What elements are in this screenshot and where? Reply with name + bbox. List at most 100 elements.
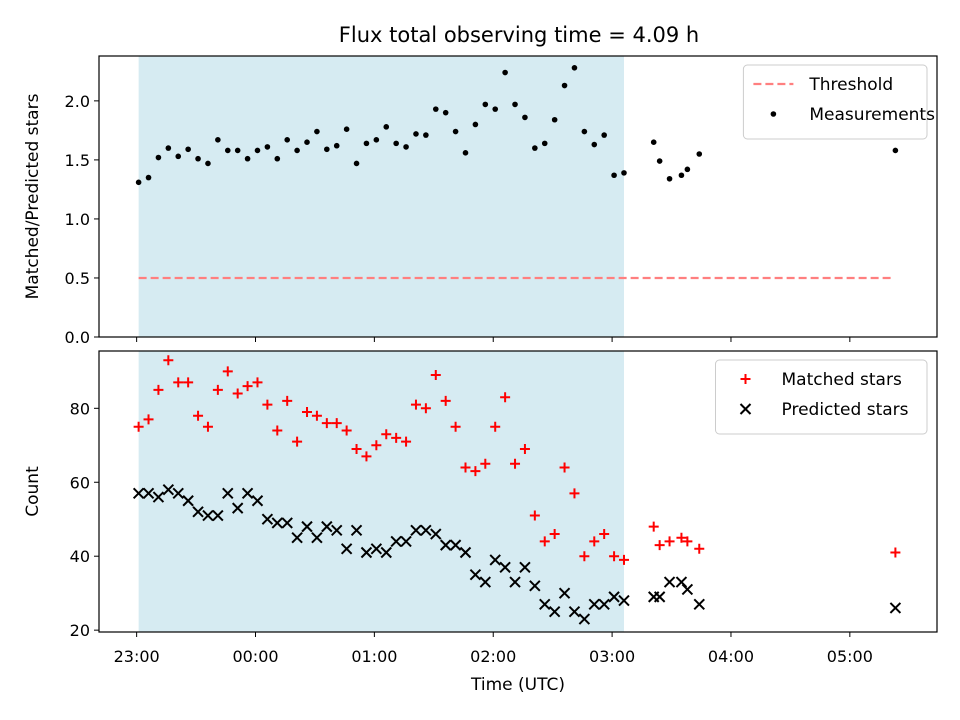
plot-frame — [98, 350, 938, 633]
x-tick-label: 03:00 — [589, 647, 635, 666]
data-point — [163, 355, 174, 366]
data-point — [212, 509, 224, 522]
data-point — [403, 144, 409, 150]
data-point — [512, 101, 518, 108]
series-predicted-stars — [132, 483, 902, 625]
y-axis-label: Matched/Predicted stars — [23, 93, 43, 299]
legend-measurements-swatch — [770, 111, 777, 117]
data-point — [420, 403, 431, 414]
data-point — [281, 517, 293, 529]
data-point — [568, 605, 581, 618]
data-point — [294, 147, 300, 154]
data-point — [142, 487, 155, 500]
data-point — [541, 140, 548, 147]
data-point — [681, 583, 694, 596]
data-point — [244, 155, 251, 162]
data-point — [182, 495, 194, 507]
data-point — [450, 421, 461, 432]
legend-matched-swatch — [740, 374, 751, 384]
data-point — [589, 536, 600, 547]
data-point — [608, 591, 620, 603]
y-tick-label: 60 — [70, 473, 90, 492]
data-point — [321, 520, 333, 533]
data-point — [340, 543, 353, 555]
data-point — [618, 594, 630, 607]
data-point — [442, 109, 449, 116]
data-point — [430, 370, 441, 381]
data-point — [401, 436, 412, 447]
data-point — [588, 598, 600, 610]
y-tick-label: 2.0 — [65, 92, 90, 111]
data-point — [510, 458, 521, 469]
data-point — [205, 160, 211, 167]
data-point — [393, 140, 399, 147]
data-point — [202, 421, 213, 432]
chart-title: Flux total observing time = 4.09 h — [339, 23, 699, 47]
y-axis-label: Count — [23, 466, 43, 517]
data-point — [656, 158, 663, 164]
data-point — [202, 509, 214, 522]
data-point — [571, 65, 578, 71]
data-point — [363, 140, 370, 147]
data-point — [666, 175, 673, 182]
data-point — [165, 145, 172, 151]
data-point — [195, 155, 201, 162]
legend-predicted-swatch — [739, 403, 752, 415]
data-point — [581, 128, 588, 135]
data-point — [509, 576, 521, 588]
legend: Threshold Measurements — [742, 64, 935, 140]
series-measurements — [135, 65, 899, 186]
data-point — [215, 137, 221, 143]
data-point — [663, 576, 676, 588]
observing-window-shade — [138, 351, 624, 632]
data-point — [350, 524, 363, 537]
y-tick-label: 40 — [70, 547, 90, 566]
data-point — [489, 554, 501, 566]
x-tick-label: 00:00 — [232, 647, 278, 666]
data-point — [653, 591, 666, 603]
data-point — [676, 532, 687, 543]
data-point — [502, 69, 508, 76]
y-tick-label: 1.0 — [65, 210, 90, 229]
data-point — [675, 576, 688, 588]
data-point — [532, 145, 538, 151]
data-point — [370, 543, 383, 555]
data-point — [469, 568, 482, 581]
data-point — [343, 126, 350, 133]
data-point — [135, 179, 142, 186]
count-panel: 20 40 60 80 23:00 00:00 01:00 02:00 03:00 04:00 05… — [23, 350, 938, 666]
data-point — [155, 154, 162, 161]
data-point — [694, 543, 705, 554]
data-point — [224, 147, 231, 154]
data-point — [282, 395, 293, 406]
data-point — [173, 377, 184, 388]
data-point — [132, 487, 145, 500]
data-point — [648, 521, 659, 532]
data-point — [333, 142, 340, 149]
data-point — [341, 425, 352, 436]
data-point — [519, 443, 530, 454]
data-point — [361, 451, 372, 462]
data-point — [522, 114, 528, 121]
data-point — [331, 524, 343, 537]
data-point — [892, 147, 899, 154]
data-point — [383, 124, 390, 130]
data-point — [301, 520, 313, 533]
data-point — [360, 546, 373, 559]
data-point — [548, 605, 561, 618]
data-point — [192, 506, 204, 518]
data-point — [621, 170, 627, 176]
data-point — [254, 147, 261, 154]
data-point — [480, 458, 491, 469]
data-point — [609, 551, 620, 562]
x-tick-label: 01:00 — [351, 647, 397, 666]
legend-label: Predicted stars — [782, 400, 909, 420]
data-point — [185, 146, 191, 153]
data-point — [311, 532, 323, 544]
data-point — [331, 418, 342, 429]
data-point — [598, 598, 610, 610]
data-point — [459, 546, 472, 559]
x-axis-label: Time (UTC) — [470, 675, 565, 695]
x-tick-label: 05:00 — [827, 647, 873, 666]
data-point — [601, 132, 607, 138]
